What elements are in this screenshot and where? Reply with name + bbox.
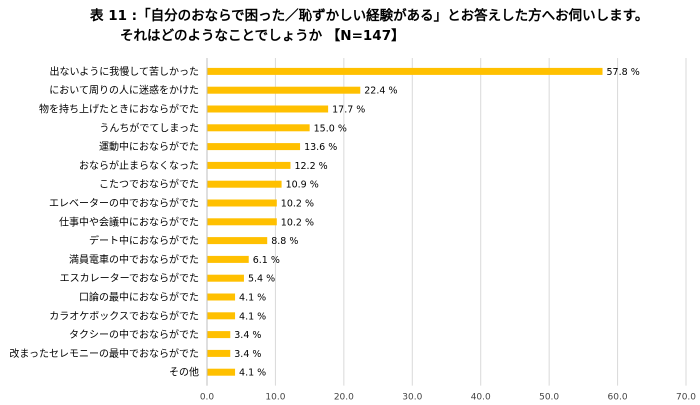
bar: [207, 180, 282, 188]
chart-title: 表 11 :「自分のおならで困った／恥ずかしい経験がある」とお答えした方へお伺い…: [90, 6, 690, 46]
value-label: 13.6 %: [304, 142, 337, 153]
value-label: 17.7 %: [332, 105, 365, 116]
bar: [207, 368, 236, 376]
value-label: 3.4 %: [234, 330, 261, 341]
bar: [207, 124, 310, 132]
x-tick-label: 10.0: [265, 393, 285, 403]
value-label: 15.0 %: [314, 123, 347, 134]
bar: [207, 86, 361, 94]
category-label: カラオケボックスでおならがでた: [49, 309, 199, 322]
category-label: 満員電車の中でおならがでた: [69, 253, 199, 266]
value-label: 10.2 %: [281, 199, 314, 210]
value-label: 8.8 %: [271, 236, 298, 247]
category-label: 出ないように我慢して苦しかった: [50, 65, 200, 78]
x-tick-label: 20.0: [334, 393, 354, 403]
category-label: その他: [169, 366, 199, 379]
category-label: こたつでおならがでた: [99, 178, 199, 191]
bar: [207, 255, 249, 263]
bar: [207, 105, 329, 113]
value-label: 22.4 %: [364, 86, 397, 97]
value-label: 10.2 %: [281, 217, 314, 228]
value-label: 5.4 %: [248, 274, 275, 285]
category-label: タクシーの中でおならがでた: [69, 328, 199, 341]
x-tick-label: 50.0: [539, 393, 559, 403]
value-label: 6.1 %: [253, 255, 280, 266]
category-label: おならが止まらなくなった: [79, 159, 199, 172]
category-label: エスカレーターでおならがでた: [60, 272, 199, 285]
category-label: デート中におならがでた: [89, 234, 199, 247]
x-tick-label: 40.0: [471, 393, 491, 403]
category-label: うんちがでてしまった: [99, 121, 199, 134]
x-tick-label: 60.0: [608, 393, 628, 403]
category-label: 仕事中や会議中におならがでた: [59, 215, 199, 228]
bar: [207, 143, 301, 151]
value-label: 4.1 %: [239, 311, 266, 322]
bar: [207, 161, 291, 169]
title-line-1: 表 11 :「自分のおならで困った／恥ずかしい経験がある」とお答えした方へお伺い…: [90, 8, 649, 24]
x-tick-label: 0.0: [200, 393, 215, 403]
value-label: 3.4 %: [234, 349, 261, 360]
title-line-2: それはどのようなことでしょうか 【N=147】: [120, 28, 405, 44]
bar: [207, 67, 603, 75]
bar: [207, 237, 268, 245]
value-label: 12.2 %: [294, 161, 327, 172]
category-label: 運動中におならがでた: [99, 140, 199, 153]
category-label: エレベーターの中でおならがでた: [49, 197, 199, 210]
value-label: 4.1 %: [239, 293, 266, 304]
category-label: 物を持ち上げたときにおならがでた: [39, 103, 199, 116]
bar: [207, 331, 231, 339]
bar: [207, 293, 236, 301]
value-label: 10.9 %: [286, 180, 319, 191]
category-label: 口論の最中におならがでた: [79, 291, 199, 304]
bar: [207, 312, 236, 320]
bar: [207, 274, 244, 282]
value-label: 4.1 %: [239, 368, 266, 379]
category-label: において周りの人に迷惑をかけた: [49, 84, 199, 97]
x-tick-label: 70.0: [676, 393, 696, 403]
bar: [207, 349, 231, 357]
category-label: 改まったセレモニーの最中でおならがでた: [9, 347, 199, 360]
x-tick-label: 30.0: [402, 393, 422, 403]
value-label: 57.8 %: [607, 67, 640, 78]
bar: [207, 199, 277, 207]
bar: [207, 218, 277, 226]
